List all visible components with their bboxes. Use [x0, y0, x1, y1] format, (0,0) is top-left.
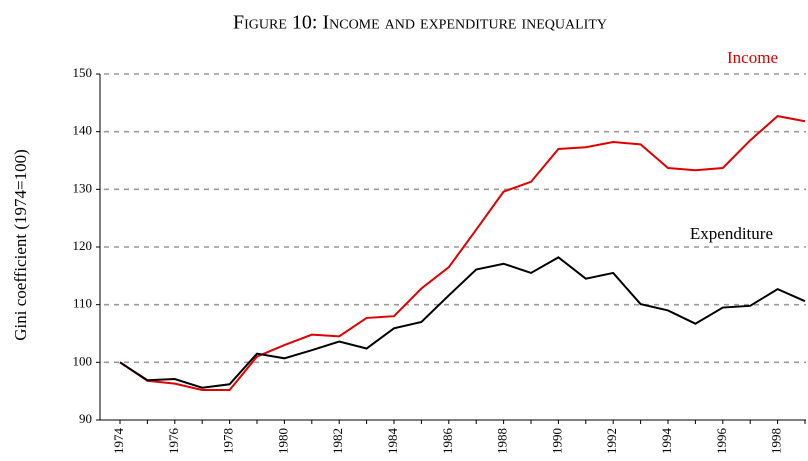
- x-tick-label: 1996: [714, 428, 729, 455]
- x-tick-label: 1998: [769, 428, 784, 454]
- x-tick-label: 1992: [604, 428, 619, 454]
- x-tick-label: 1988: [495, 428, 510, 454]
- y-tick-label: 130: [73, 180, 93, 195]
- x-tick-label: 1986: [440, 428, 455, 455]
- x-tick-label: 1978: [221, 428, 236, 454]
- x-tick-label: 1980: [275, 428, 290, 454]
- y-tick-label: 110: [73, 296, 92, 311]
- x-tick-label: 1990: [549, 428, 564, 454]
- y-tick-label: 120: [73, 238, 93, 253]
- x-tick-label: 1994: [659, 428, 674, 455]
- x-tick-label: 1982: [330, 428, 345, 454]
- x-tick-label: 1984: [385, 428, 400, 455]
- y-tick-label: 100: [73, 353, 93, 368]
- y-tick-label: 150: [73, 65, 93, 80]
- line-series: [119, 115, 806, 392]
- line-series: [119, 256, 806, 389]
- series-label: Expenditure: [690, 224, 773, 243]
- x-tick-label: 1974: [111, 428, 126, 455]
- y-tick-label: 90: [79, 411, 92, 426]
- y-tick-label: 140: [73, 123, 93, 138]
- y-axis-title: Gini coefficient (1974=100): [11, 149, 30, 341]
- series-label: Income: [727, 48, 778, 67]
- chart-title: Figure 10: Income and expenditure inequa…: [233, 12, 607, 34]
- x-tick-label: 1976: [166, 428, 181, 455]
